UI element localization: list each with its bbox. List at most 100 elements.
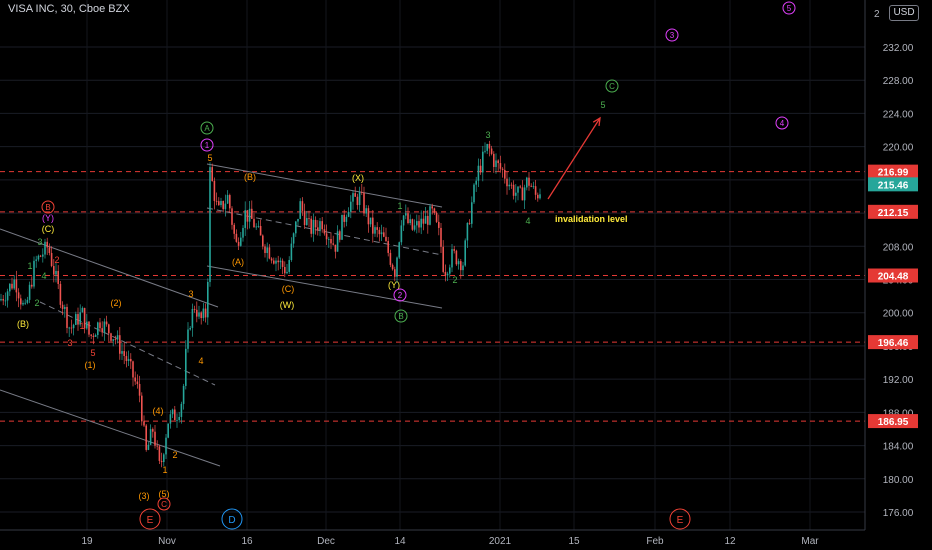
candle-body [515, 192, 517, 196]
candle-body [354, 193, 356, 197]
candle-body [438, 221, 440, 228]
wave-label: D [228, 515, 235, 526]
candle-body [209, 167, 211, 282]
candles [0, 140, 541, 468]
time-tick-label: Feb [646, 536, 664, 547]
candle-body [352, 193, 354, 202]
candle-body [391, 264, 394, 270]
candle-body [44, 241, 46, 255]
candle-body [444, 271, 447, 276]
candle-body [108, 324, 110, 334]
candle-body [420, 218, 422, 228]
candle-body [0, 299, 2, 301]
grid [0, 0, 865, 530]
candle-body [79, 312, 81, 325]
candle-body [46, 241, 48, 248]
candle-body [372, 217, 374, 234]
candle-body [64, 306, 66, 309]
candle-body [9, 283, 11, 292]
candle-body [378, 229, 381, 235]
wave-label: 2 [398, 291, 403, 300]
candle-body [222, 200, 224, 210]
candle-body [387, 241, 389, 253]
wave-label: (2) [111, 298, 122, 308]
candle-body [306, 218, 308, 226]
candle-body [189, 327, 191, 330]
candle-body [400, 225, 403, 243]
candle-body [130, 358, 132, 362]
price-tick-label: 180.00 [883, 475, 914, 486]
candle-body [534, 186, 537, 195]
time-axis[interactable]: 19 Nov 16 Dec 14 2021 15 Feb 12 Mar [0, 529, 865, 547]
price-tick-label: 188.00 [883, 408, 914, 419]
candle-body [475, 180, 477, 185]
candle-body [411, 219, 414, 230]
candle-body [418, 221, 420, 228]
forecast-arrow [547, 116, 601, 200]
wave-label: (5) [159, 489, 170, 499]
currency-badge[interactable]: USD [889, 5, 919, 21]
candle-body [510, 184, 513, 186]
candle-body [26, 299, 29, 303]
candle-body [334, 244, 337, 252]
candle-body [213, 180, 216, 201]
candle-body [464, 240, 466, 266]
candle-body [460, 261, 462, 271]
candle-body [484, 150, 486, 152]
candle-body [147, 444, 150, 450]
price-tick-label: 192.00 [883, 375, 914, 386]
price-tick-label: 184.00 [883, 442, 914, 453]
price-tick-label: 220.00 [883, 143, 914, 154]
candle-body [308, 218, 310, 219]
candle-body [345, 216, 348, 222]
candle-body [508, 184, 510, 187]
candle-body [539, 194, 541, 199]
candle-body [482, 151, 484, 173]
candle-body [92, 335, 95, 337]
candle-body [24, 302, 26, 304]
wave-label: 2 [172, 450, 177, 460]
candle-body [356, 196, 359, 206]
candle-body [132, 361, 134, 378]
candle-body [31, 284, 33, 287]
wave-label: 5 [787, 4, 792, 13]
candle-body [123, 351, 125, 357]
candle-body [226, 195, 229, 204]
candle-body [259, 225, 262, 236]
candle-body [512, 184, 515, 196]
candle-body [33, 260, 35, 287]
candle-body [273, 260, 275, 264]
wave-label: 1 [205, 141, 210, 150]
candle-body [158, 446, 161, 461]
candle-body [97, 322, 99, 335]
candle-body [328, 239, 330, 240]
wave-label-circle [775, 116, 789, 130]
level-tag-label: 186.95 [878, 417, 909, 428]
wave-label: 1 [79, 321, 84, 331]
candle-body [435, 212, 438, 222]
candle-body [361, 192, 363, 193]
candle-body [207, 281, 209, 318]
candle-body [57, 270, 59, 284]
candle-body [389, 252, 392, 265]
level-tag [868, 204, 918, 219]
candle-body [50, 252, 53, 267]
wave-label: 1 [27, 261, 32, 271]
candle-body [427, 215, 429, 225]
candle-body [55, 270, 57, 275]
candle-body [383, 232, 385, 237]
candle-body [488, 143, 491, 149]
price-tick-label: 2 [874, 9, 880, 20]
trendline [206, 265, 443, 309]
candle-body [374, 227, 376, 234]
candle-body [233, 224, 235, 234]
price-axis[interactable]: 176.00180.00184.00188.00192.00196.00200.… [864, 0, 918, 530]
level-tag-label: 204.48 [878, 272, 909, 283]
trendline [0, 228, 219, 308]
candle-body [204, 308, 207, 318]
wave-label: 4 [525, 216, 530, 226]
time-tick-label: 2021 [489, 536, 512, 547]
wave-label-circle [393, 288, 407, 302]
candle-body [11, 283, 13, 289]
